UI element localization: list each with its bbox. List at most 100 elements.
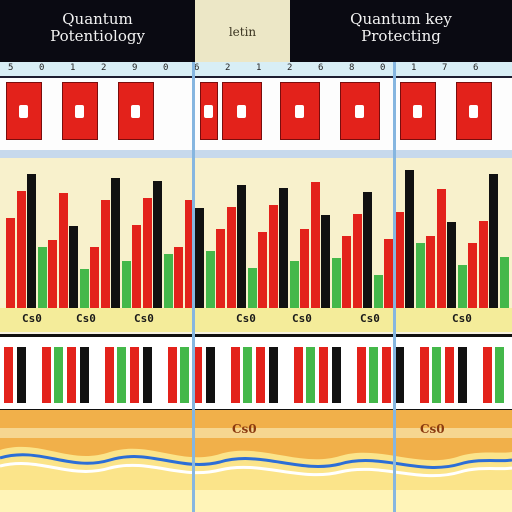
stripe xyxy=(445,347,454,403)
stripe xyxy=(495,347,505,403)
decor-bar xyxy=(153,181,162,308)
stripe-band xyxy=(0,334,512,412)
tab-7[interactable]: 2 xyxy=(225,63,231,73)
decor-bar xyxy=(436,189,446,308)
decor-bar xyxy=(352,214,362,308)
stripe xyxy=(293,347,303,403)
stripe xyxy=(482,347,492,403)
tick-label: Cs0 xyxy=(292,312,312,325)
tab-14[interactable]: 7 xyxy=(442,63,448,73)
red-block-button-2[interactable] xyxy=(118,82,154,140)
stripe xyxy=(167,347,177,403)
decor-bar xyxy=(121,261,131,308)
bar-panel xyxy=(0,158,512,308)
decor-bar xyxy=(268,205,278,308)
stripe xyxy=(205,347,215,403)
stripe xyxy=(382,347,391,403)
tab-5[interactable]: 0 xyxy=(163,63,169,73)
red-block-button-5[interactable] xyxy=(280,82,320,140)
decor-bar xyxy=(100,200,110,308)
panel-divider-2 xyxy=(393,62,396,512)
block-window-icon xyxy=(19,105,28,118)
decor-bar xyxy=(37,247,47,308)
stripe xyxy=(104,347,114,403)
decor-bar xyxy=(426,236,435,308)
decor-bar xyxy=(237,185,246,308)
decor-bar xyxy=(69,226,78,308)
header-right-panel: Quantum key Protecting xyxy=(290,0,512,62)
stripe xyxy=(256,347,265,403)
stripe xyxy=(319,347,328,403)
tab-6[interactable]: 6 xyxy=(194,63,200,73)
tick-label: Cs0 xyxy=(134,312,154,325)
decor-bar xyxy=(300,229,309,308)
decor-bar xyxy=(331,258,341,308)
tab-13[interactable]: 1 xyxy=(411,63,417,73)
tab-0[interactable]: 5 xyxy=(8,63,14,73)
stripe xyxy=(419,347,429,403)
tab-10[interactable]: 6 xyxy=(318,63,324,73)
stripe xyxy=(356,347,366,403)
decor-bar xyxy=(394,212,404,308)
decor-bar xyxy=(247,268,257,308)
red-block-button-6[interactable] xyxy=(340,82,380,140)
header-left-panel: Quantum Potentiology xyxy=(0,0,195,62)
tick-label: Cs0 xyxy=(360,312,380,325)
stripe xyxy=(193,347,202,403)
tick-label: Cs0 xyxy=(76,312,96,325)
wave-graphic xyxy=(0,428,512,512)
stripe xyxy=(369,347,379,403)
tick-label: Cs0 xyxy=(236,312,256,325)
red-block-button-4[interactable] xyxy=(222,82,262,140)
stripe xyxy=(54,347,64,403)
stripe xyxy=(41,347,51,403)
decor-bar xyxy=(310,182,320,308)
stripe xyxy=(16,347,26,403)
red-button-row xyxy=(0,78,512,150)
tab-3[interactable]: 2 xyxy=(101,63,107,73)
decor-bar xyxy=(279,188,288,308)
stripe xyxy=(117,347,127,403)
decor-bar xyxy=(205,251,215,308)
tab-8[interactable]: 1 xyxy=(256,63,262,73)
left-title-line2: Potentiology xyxy=(50,27,145,45)
red-block-button-7[interactable] xyxy=(400,82,436,140)
block-window-icon xyxy=(131,105,140,118)
decor-bar xyxy=(289,261,299,308)
bottom-label-2: Cs0 xyxy=(420,422,445,436)
tab-1[interactable]: 0 xyxy=(39,63,45,73)
decor-bar xyxy=(415,243,425,308)
decor-bar xyxy=(163,254,173,308)
stripe xyxy=(407,347,417,403)
tab-11[interactable]: 8 xyxy=(349,63,355,73)
red-block-button-3[interactable] xyxy=(200,82,218,140)
tab-2[interactable]: 1 xyxy=(70,63,76,73)
decor-bar xyxy=(184,200,194,308)
decor-bar xyxy=(195,208,204,308)
tab-15[interactable]: 6 xyxy=(473,63,479,73)
decor-bar xyxy=(373,275,383,308)
decor-bar xyxy=(142,198,152,308)
header-middle-panel[interactable]: letin xyxy=(195,0,290,62)
stripe xyxy=(268,347,278,403)
decor-bar xyxy=(499,257,509,308)
left-title-line1: Quantum xyxy=(62,10,133,28)
stripe xyxy=(243,347,253,403)
block-window-icon xyxy=(413,105,422,118)
tab-12[interactable]: 0 xyxy=(380,63,386,73)
stripe xyxy=(4,347,13,403)
tab-4[interactable]: 9 xyxy=(132,63,138,73)
red-block-button-0[interactable] xyxy=(6,82,42,140)
tab-9[interactable]: 2 xyxy=(287,63,293,73)
right-title-line1: Quantum key xyxy=(350,10,452,28)
decor-bar xyxy=(258,232,267,308)
block-window-icon xyxy=(75,105,84,118)
stripe xyxy=(130,347,139,403)
decor-bar xyxy=(457,265,467,308)
red-block-button-1[interactable] xyxy=(62,82,98,140)
decor-bar xyxy=(216,229,225,308)
decor-bar xyxy=(384,239,393,308)
red-block-button-8[interactable] xyxy=(456,82,492,140)
tick-label: Cs0 xyxy=(452,312,472,325)
